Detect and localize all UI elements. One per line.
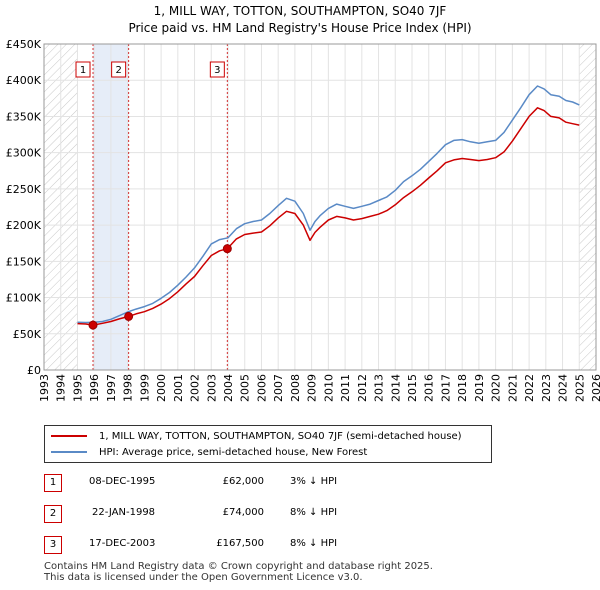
x-tick-label: 2024 bbox=[557, 374, 570, 402]
transaction-hpi-delta: 8% ↓ HPI bbox=[290, 538, 338, 549]
sale-label: 2 bbox=[115, 65, 121, 76]
y-tick-label: £300K bbox=[6, 147, 42, 160]
x-tick-label: 1993 bbox=[38, 374, 51, 402]
property-price-line bbox=[77, 107, 580, 326]
x-tick-label: 2009 bbox=[306, 374, 319, 402]
transaction-price: £74,000 bbox=[222, 507, 264, 518]
transaction-date: 17-DEC-2003 bbox=[89, 538, 156, 549]
x-tick-label: 2018 bbox=[456, 374, 469, 402]
x-tick-label: 2013 bbox=[373, 374, 386, 402]
transaction-date: 08-DEC-1995 bbox=[89, 476, 156, 487]
footer-line2: This data is licensed under the Open Gov… bbox=[44, 572, 363, 583]
y-tick-label: £100K bbox=[6, 292, 42, 305]
x-tick-label: 2019 bbox=[473, 374, 486, 402]
x-tick-label: 1996 bbox=[88, 374, 101, 402]
y-tick-label: £250K bbox=[6, 183, 42, 196]
x-tick-label: 2022 bbox=[523, 374, 536, 402]
footer-line1: Contains HM Land Registry data © Crown c… bbox=[44, 561, 433, 572]
transaction-number-badge: 2 bbox=[44, 505, 62, 523]
transaction-hpi-delta: 8% ↓ HPI bbox=[290, 507, 338, 518]
x-tick-label: 2010 bbox=[322, 374, 335, 402]
x-tick-label: 2016 bbox=[423, 374, 436, 402]
sale-label-box bbox=[209, 61, 225, 78]
plot-area bbox=[44, 44, 596, 370]
transaction-price: £62,000 bbox=[222, 476, 264, 487]
legend-property-swatch bbox=[51, 435, 87, 437]
footer-attribution: Contains HM Land Registry data © Crown c… bbox=[44, 561, 433, 583]
x-tick-label: 1995 bbox=[71, 374, 84, 402]
x-tick-label: 2008 bbox=[289, 374, 302, 402]
y-tick-label: £0 bbox=[27, 364, 41, 377]
sale-label-box bbox=[75, 61, 91, 78]
transaction-price: £167,500 bbox=[216, 538, 264, 549]
transaction-number-badge: 3 bbox=[44, 536, 62, 554]
hpi-line bbox=[77, 85, 580, 324]
x-tick-label: 2002 bbox=[189, 374, 202, 402]
legend-hpi-label: HPI: Average price, semi-detached house,… bbox=[99, 446, 368, 458]
x-tick-label: 1998 bbox=[122, 374, 135, 402]
x-tick-label: 2017 bbox=[439, 374, 452, 402]
x-tick-label: 2005 bbox=[239, 374, 252, 402]
x-tick-label: 2007 bbox=[272, 374, 285, 402]
legend-item-hpi: HPI: Average price, semi-detached house,… bbox=[51, 444, 367, 460]
x-tick-label: 2023 bbox=[540, 374, 553, 402]
sale-label-box bbox=[111, 61, 127, 78]
y-tick-label: £200K bbox=[6, 219, 42, 232]
x-tick-label: 2020 bbox=[490, 374, 503, 402]
legend-property-label: 1, MILL WAY, TOTTON, SOUTHAMPTON, SO40 7… bbox=[99, 430, 462, 442]
transaction-date: 22-JAN-1998 bbox=[92, 507, 156, 518]
sale-label: 1 bbox=[80, 65, 86, 76]
sale-point bbox=[124, 311, 134, 321]
x-tick-label: 1999 bbox=[138, 374, 151, 402]
x-tick-label: 2015 bbox=[406, 374, 419, 402]
x-tick-label: 2011 bbox=[339, 374, 352, 402]
sale-label: 3 bbox=[214, 65, 220, 76]
hatched-region bbox=[579, 44, 596, 370]
chart-title-line2: Price paid vs. HM Land Registry's House … bbox=[128, 21, 472, 35]
x-tick-label: 2001 bbox=[172, 374, 185, 402]
x-tick-label: 2021 bbox=[506, 374, 519, 402]
sale-point bbox=[222, 244, 232, 254]
x-tick-label: 2025 bbox=[573, 374, 586, 402]
sale-point bbox=[88, 320, 98, 330]
x-tick-label: 2003 bbox=[205, 374, 218, 402]
chart-title-line1: 1, MILL WAY, TOTTON, SOUTHAMPTON, SO40 7… bbox=[153, 4, 447, 18]
x-tick-label: 2026 bbox=[590, 374, 600, 402]
legend-hpi-swatch bbox=[51, 451, 87, 453]
x-tick-label: 2000 bbox=[155, 374, 168, 402]
legend-item-property: 1, MILL WAY, TOTTON, SOUTHAMPTON, SO40 7… bbox=[51, 428, 462, 444]
y-tick-label: £350K bbox=[6, 110, 42, 123]
x-tick-label: 1997 bbox=[105, 374, 118, 402]
x-tick-label: 2014 bbox=[389, 374, 402, 402]
x-tick-label: 2006 bbox=[255, 374, 268, 402]
y-tick-label: £400K bbox=[6, 74, 42, 87]
x-tick-label: 2012 bbox=[356, 374, 369, 402]
y-tick-label: £150K bbox=[6, 255, 42, 268]
chart-legend: 1, MILL WAY, TOTTON, SOUTHAMPTON, SO40 7… bbox=[44, 425, 492, 463]
plot-border bbox=[43, 43, 597, 371]
x-tick-label: 2004 bbox=[222, 374, 235, 402]
y-tick-label: £450K bbox=[6, 38, 42, 51]
transaction-number-badge: 1 bbox=[44, 474, 62, 492]
price-chart: £0 £50K £100K £150K £200K £250K £300K £350K £400… bbox=[6, 38, 600, 402]
y-tick-label: £50K bbox=[13, 328, 42, 341]
chart-title: 1, MILL WAY, TOTTON, SOUTHAMPTON, SO40 7… bbox=[0, 3, 600, 37]
x-tick-label: 1994 bbox=[55, 374, 68, 402]
transaction-hpi-delta: 3% ↓ HPI bbox=[290, 476, 338, 487]
